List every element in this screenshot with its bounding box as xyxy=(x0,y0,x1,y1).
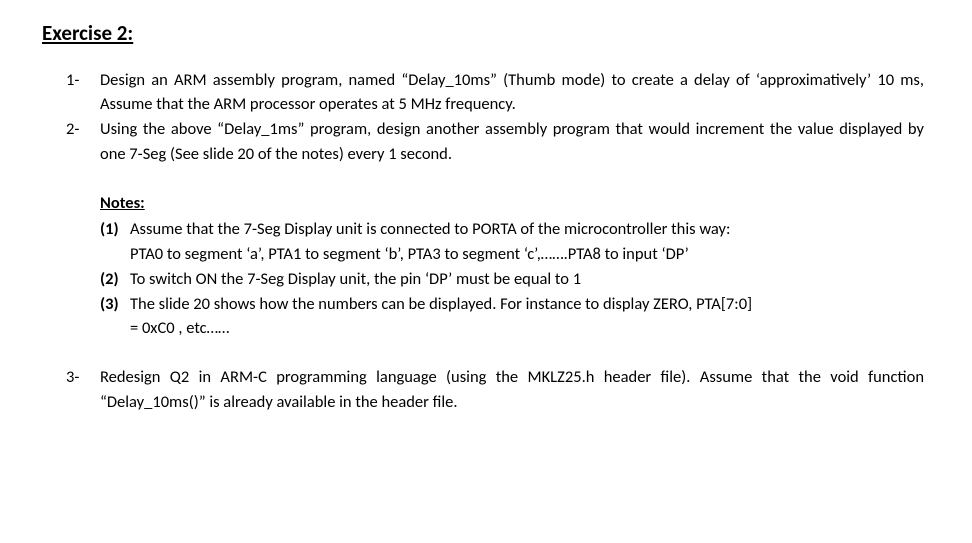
note-1-line1: Assume that the 7-Seg Display unit is co… xyxy=(130,217,924,242)
note-1-number: (1) xyxy=(100,217,130,242)
note-3-line2: = 0xC0 , etc…… xyxy=(130,316,924,341)
exercise-title: Exercise 2: xyxy=(42,18,924,50)
notes-section: Notes: (1) Assume that the 7-Seg Display… xyxy=(100,191,924,342)
note-2-number: (2) xyxy=(100,267,130,292)
question-3-number: 3- xyxy=(66,365,100,390)
question-1-text: Design an ARM assembly program, named “D… xyxy=(100,68,924,118)
note-3-number: (3) xyxy=(100,292,130,317)
note-3-line1: The slide 20 shows how the numbers can b… xyxy=(130,292,924,317)
question-1-number: 1- xyxy=(66,68,100,93)
question-2: 2- Using the above “Delay_1ms” program, … xyxy=(66,117,924,167)
notes-heading: Notes: xyxy=(100,191,924,216)
note-1-line2: PTA0 to segment ‘a’, PTA1 to segment ‘b’… xyxy=(130,242,924,267)
question-3-text: Redesign Q2 in ARM-C programming languag… xyxy=(100,365,924,415)
note-2: (2) To switch ON the 7-Seg Display unit,… xyxy=(100,267,924,292)
question-3: 3- Redesign Q2 in ARM-C programming lang… xyxy=(66,365,924,415)
note-2-text: To switch ON the 7-Seg Display unit, the… xyxy=(130,267,924,292)
note-1: (1) Assume that the 7-Seg Display unit i… xyxy=(100,217,924,242)
question-2-number: 2- xyxy=(66,117,100,142)
note-3: (3) The slide 20 shows how the numbers c… xyxy=(100,292,924,317)
question-1: 1- Design an ARM assembly program, named… xyxy=(66,68,924,118)
question-2-text: Using the above “Delay_1ms” program, des… xyxy=(100,117,924,167)
